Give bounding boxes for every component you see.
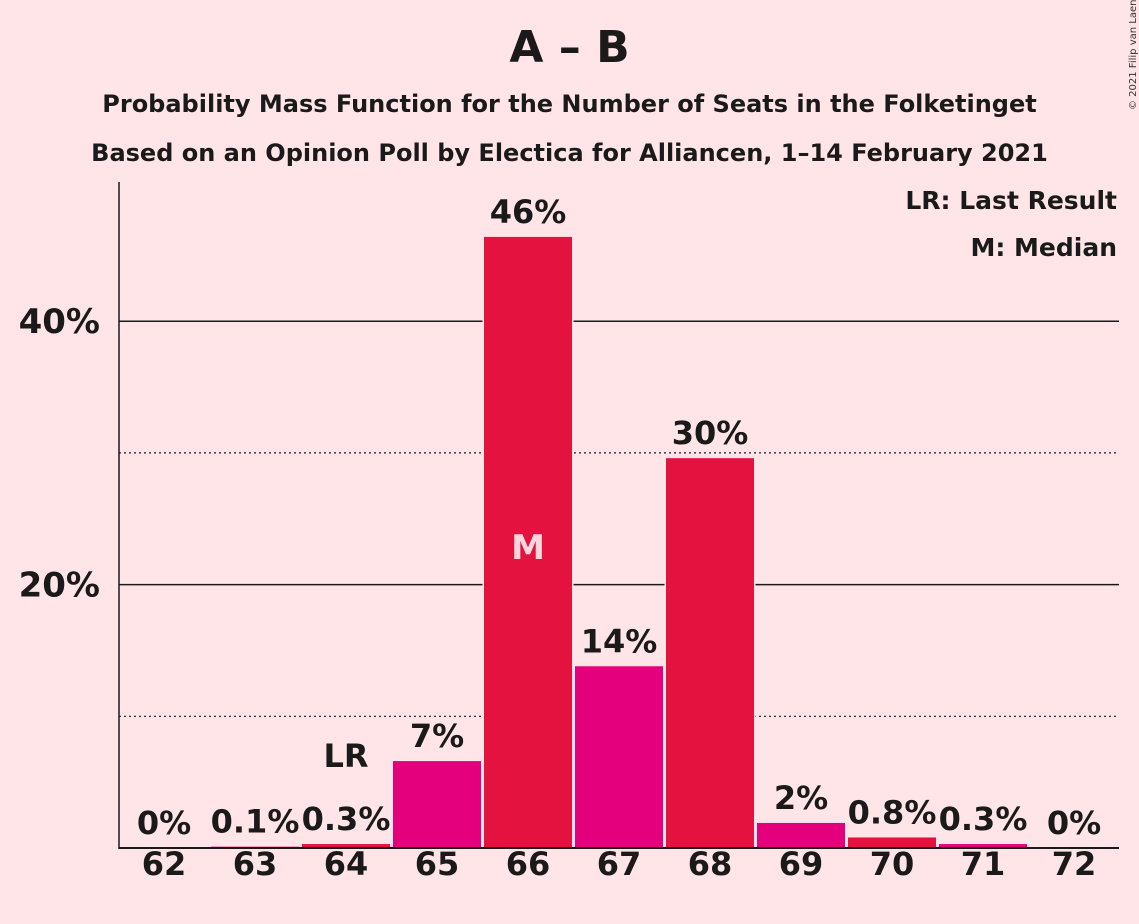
- x-tick-label: 67: [597, 845, 642, 883]
- x-tick-label: 62: [142, 845, 187, 883]
- value-label: 30%: [672, 414, 749, 452]
- x-tick-label: 64: [324, 845, 369, 883]
- legend-last-result: LR: Last Result: [905, 186, 1117, 215]
- value-label: 0%: [137, 804, 191, 842]
- bar-seat-66: [484, 236, 572, 849]
- value-label: 0.8%: [848, 793, 937, 831]
- x-tick-label: 70: [870, 845, 915, 883]
- bar-seat-69: [757, 822, 845, 848]
- value-label: 2%: [774, 779, 828, 817]
- x-tick-label: 69: [779, 845, 824, 883]
- bar-seat-68: [666, 458, 754, 848]
- value-label: 0%: [1047, 804, 1101, 842]
- chart-subtitle-line-1: Probability Mass Function for the Number…: [102, 90, 1037, 118]
- median-marker: M: [511, 528, 545, 568]
- x-tick-label: 71: [961, 845, 1006, 883]
- x-tick-label: 65: [415, 845, 460, 883]
- y-tick-label: 20%: [19, 566, 100, 606]
- bar-seat-70: [848, 837, 936, 848]
- value-label: 46%: [490, 193, 567, 231]
- value-label: 0.1%: [211, 803, 300, 841]
- y-tick-label: 40%: [19, 302, 100, 342]
- last-result-marker: LR: [323, 737, 368, 775]
- bar-seat-71: [939, 844, 1027, 848]
- x-tick-label: 72: [1052, 845, 1097, 883]
- x-tick-label: 63: [233, 845, 278, 883]
- value-label: 14%: [581, 622, 658, 660]
- value-label: 0.3%: [939, 800, 1028, 838]
- x-tick-label: 68: [688, 845, 733, 883]
- bar-seat-67: [575, 666, 663, 848]
- value-label: 7%: [410, 717, 464, 755]
- value-label: 0.3%: [302, 800, 391, 838]
- chart-title: A – B: [509, 22, 630, 73]
- x-tick-label: 66: [506, 845, 551, 883]
- chart-subtitle-line-2: Based on an Opinion Poll by Electica for…: [91, 139, 1048, 167]
- bar-seat-64: [302, 844, 390, 848]
- legend-median: M: Median: [970, 233, 1117, 262]
- bar-seat-65: [393, 761, 481, 848]
